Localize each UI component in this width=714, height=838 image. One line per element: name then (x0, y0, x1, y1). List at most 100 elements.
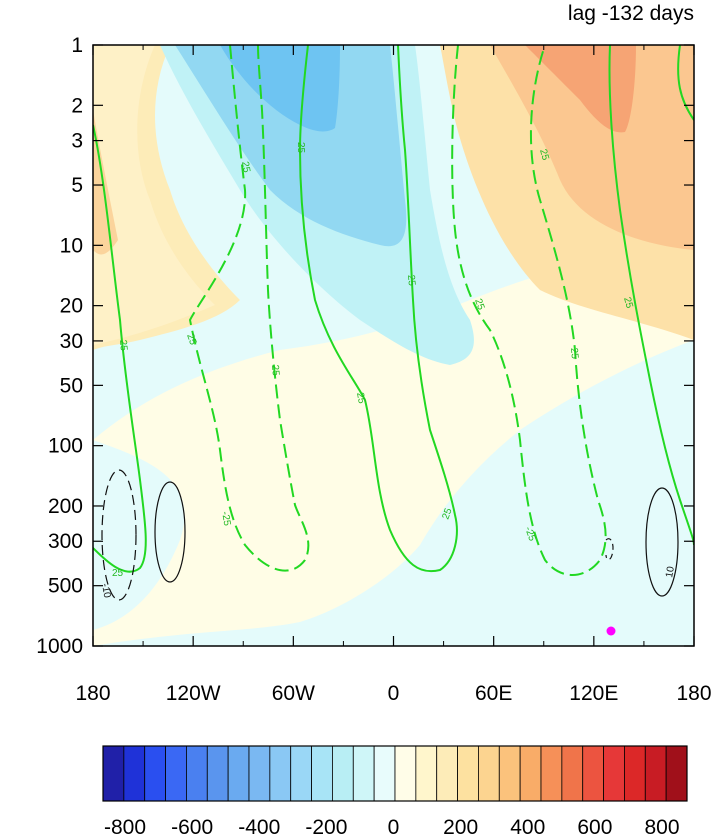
colorbar-label: 800 (644, 816, 679, 838)
positive-band-400-right (490, 45, 694, 250)
colorbar-swatch (144, 745, 166, 802)
colorbar-label: -400 (238, 816, 280, 838)
contour-25-c-top (677, 45, 694, 121)
clabel-25-7: 25 (405, 274, 417, 286)
positive-band-400-left-strip (93, 110, 118, 255)
colorbar-swatch (457, 745, 479, 802)
y-tick-label: 100 (48, 435, 83, 458)
clabel-neg10-1: -10 (99, 583, 112, 600)
contour-label-group: 25 25 25 25 25 25 25 25 25 25 25 25 25 -… (99, 142, 677, 599)
clabel-25-9: 25 (568, 347, 580, 359)
x-tick-label: 120E (569, 682, 618, 705)
clabel-25-12: 25 (440, 506, 454, 521)
x-tick-label: 0 (388, 682, 400, 705)
colorbar-swatch (352, 745, 375, 802)
x-tick-label: 60E (475, 682, 512, 705)
y-tick-label: 1000 (36, 635, 83, 658)
positive-band-0to200-left (93, 45, 215, 345)
contour-10-right (645, 487, 679, 597)
y-tick-label: 500 (48, 575, 83, 598)
contour-neg10-left (101, 469, 137, 601)
colorbar-swatch (561, 745, 584, 802)
colorbar-swatch (540, 745, 563, 802)
colorbar-swatch (644, 745, 667, 802)
clabel-25-11: 25 (354, 392, 367, 405)
clabel-25-8: 25 (472, 297, 486, 312)
colorbar-label: -600 (171, 816, 213, 838)
colorbar-swatch (665, 745, 688, 802)
y-tick-label: 300 (48, 530, 83, 553)
colorbar-label: 600 (577, 816, 612, 838)
colorbar-swatch (165, 745, 187, 802)
positive-band-0to200-lower (93, 240, 694, 646)
colorbar-swatch (394, 745, 417, 802)
negative-band-200to-400 (175, 45, 407, 247)
clabel-25-2: 25 (295, 142, 306, 154)
colorbar-swatch (123, 745, 146, 802)
clabel-25-3: 25 (537, 148, 551, 162)
contour-10-left (154, 481, 186, 583)
colorbar-label: 0 (388, 816, 400, 838)
contour-neg25-a (188, 45, 310, 572)
colorbar-swatch (102, 745, 125, 802)
colorbar-swatch (269, 745, 292, 802)
chart-title: lag -132 days (568, 2, 694, 25)
contour-25-c (608, 45, 694, 546)
colorbar-swatch (624, 745, 646, 802)
x-axis: 180 120W 60W 0 60E 120E 180 (75, 45, 712, 705)
colorbar-label: 200 (443, 816, 478, 838)
clabel-neg25-2: -25 (522, 525, 537, 543)
x-tick-label: 120W (166, 682, 221, 705)
contour-25-a (93, 124, 147, 573)
colorbar-swatch (478, 745, 500, 802)
contour-25-b (298, 45, 458, 573)
y-axis: 1 2 3 5 10 20 30 50 100 200 300 500 1000 (36, 34, 694, 658)
colorbar-label: -800 (104, 816, 146, 838)
x-tick-label: 60W (272, 682, 315, 705)
colorbar-swatch (498, 745, 521, 802)
y-tick-label: 20 (60, 295, 83, 318)
colorbar: -800 -600 -400 -200 0 200 400 600 800 (102, 745, 688, 838)
clabel-25-5: 25 (184, 332, 198, 347)
colorbar-swatch (311, 745, 333, 802)
colorbar-swatch (519, 745, 542, 802)
colorbar-border (102, 745, 688, 802)
colorbar-swatch (582, 745, 604, 802)
colorbar-label: 400 (510, 816, 545, 838)
colorbar-swatch (186, 745, 208, 802)
x-tick-label: 180 (75, 682, 110, 705)
colorbar-swatch (603, 745, 625, 802)
clabel-25-6: 25 (269, 364, 281, 376)
contour-neg25-b (451, 45, 607, 576)
colorbar-swatch (290, 745, 312, 802)
colorbar-swatch (227, 745, 250, 802)
contour-neg10-right (605, 538, 614, 561)
colorbar-swatch (206, 745, 229, 802)
y-tick-label: 1 (71, 34, 83, 57)
green-contours (93, 45, 694, 576)
colorbar-label: -200 (305, 816, 347, 838)
black-contours (101, 469, 679, 601)
negative-band-400to-600 (220, 45, 340, 132)
reference-marker (606, 626, 616, 636)
shaded-field (93, 45, 694, 646)
y-tick-label: 5 (71, 174, 83, 197)
y-tick-label: 2 (71, 94, 83, 117)
colorbar-swatch (415, 745, 438, 802)
y-tick-label: 10 (60, 234, 83, 257)
x-tick-label: 180 (676, 682, 711, 705)
y-tick-label: 30 (60, 330, 83, 353)
clabel-neg25-1: -25 (219, 511, 232, 528)
colorbar-swatch (436, 745, 458, 802)
clabel-10-1: 10 (664, 565, 677, 578)
y-tick-label: 3 (71, 130, 83, 153)
clabel-25-13: 25 (112, 568, 124, 579)
colorbar-swatch (332, 745, 354, 802)
positive-band-600-right (525, 45, 636, 133)
colorbar-swatch (248, 745, 271, 802)
y-tick-label: 200 (48, 495, 83, 518)
y-tick-label: 50 (60, 374, 83, 397)
clabel-25-10: 25 (621, 296, 635, 310)
clabel-25-1: 25 (239, 161, 252, 174)
